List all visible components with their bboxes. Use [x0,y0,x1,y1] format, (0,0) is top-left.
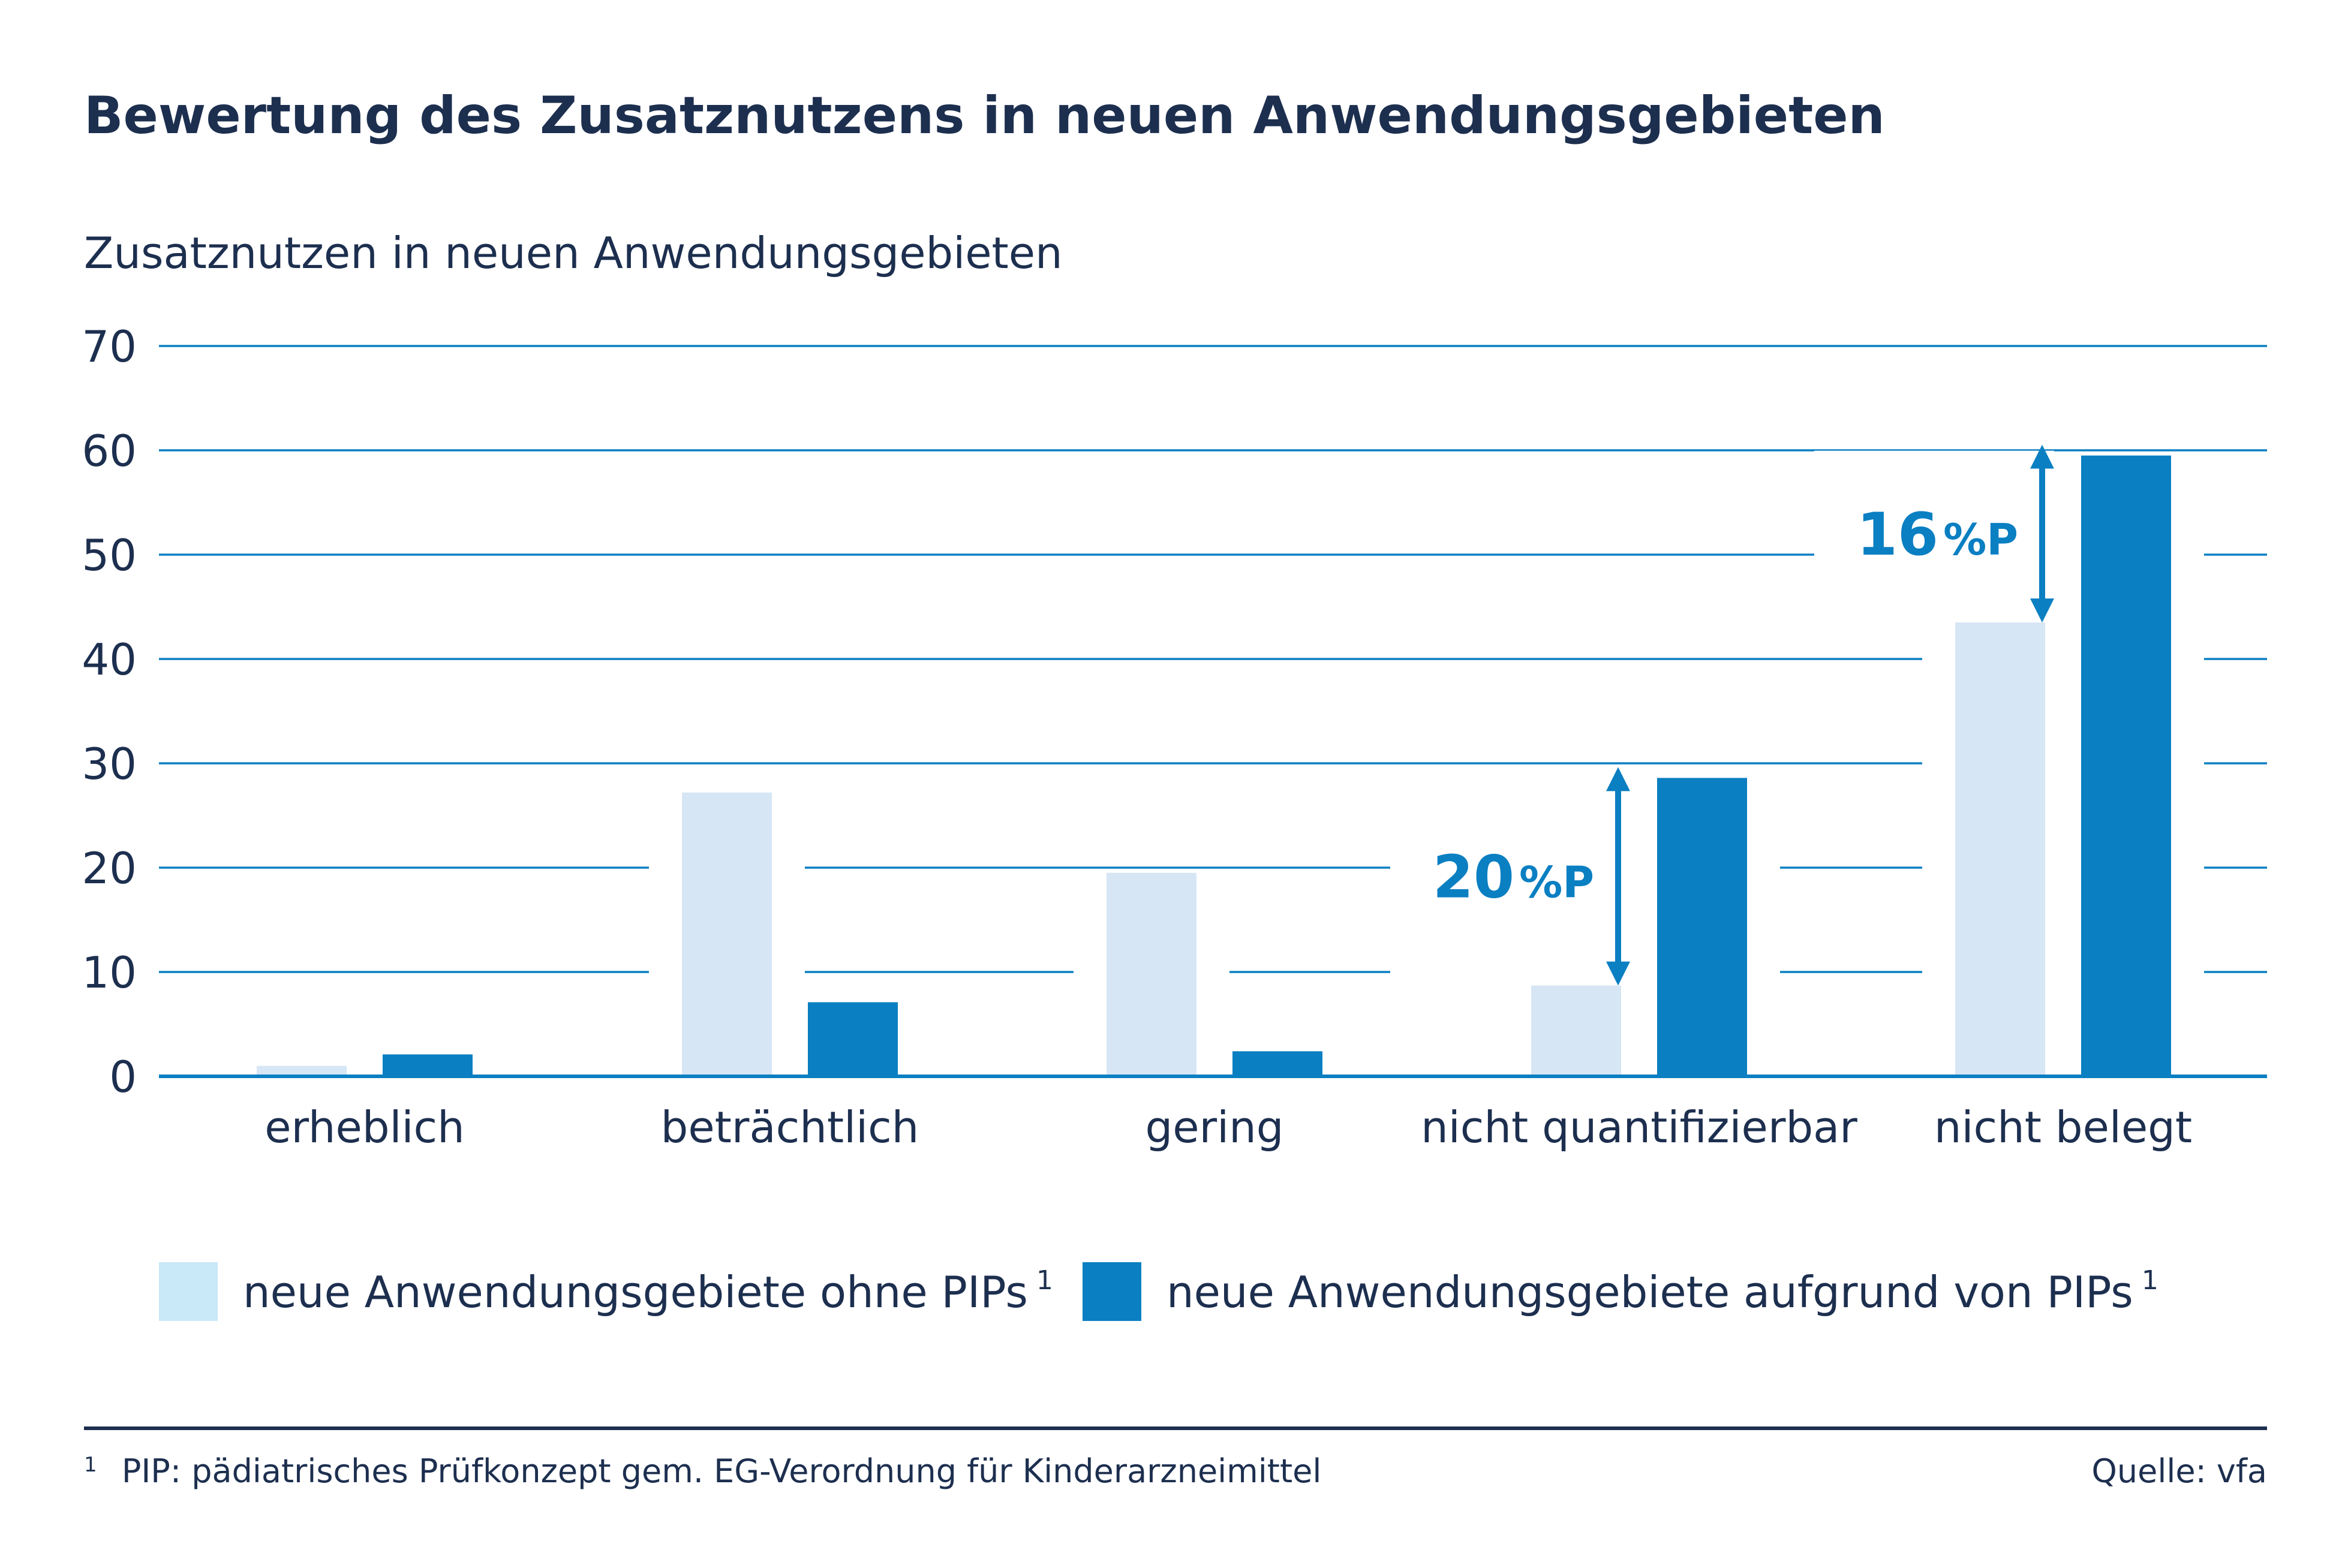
bar [808,1002,898,1076]
difference-unit: %P [1519,857,1594,907]
y-tick-label: 50 [82,530,137,580]
legend-superscript: 1 [1036,1265,1053,1296]
source-note: Quelle: vfa [2091,1452,2267,1490]
difference-unit: %P [1943,514,2018,565]
legend-label: neue Anwendungsgebiete ohne PIPs 1 [243,1265,1053,1317]
legend: neue Anwendungsgebiete ohne PIPs 1 neue An… [159,1262,2158,1321]
bar [1232,1051,1322,1076]
bars [159,455,2267,1078]
x-category-label: gering [1146,1102,1284,1152]
bar [682,792,772,1076]
annotation-background [1814,450,2054,617]
y-axis-ticks: 0 10 20 30 40 50 60 70 [82,321,137,1102]
footnote-text: PIP: pädiatrisches Prüfkonzept gem. EG-V… [122,1452,1322,1490]
bar [2081,455,2171,1077]
difference-label: 20 %P [1433,843,1594,911]
chart-title: Bewertung des Zusatznutzens in neuen Anw… [84,86,1885,146]
x-axis-categories: erheblich beträchtlich gering nicht quantif… [264,1102,2192,1152]
legend-label: neue Anwendungsgebiete aufgrund von PIPs… [1167,1265,2158,1317]
legend-series-name: neue Anwendungsgebiete ohne PIPs [243,1267,1028,1317]
legend-series-name: neue Anwendungsgebiete aufgrund von PIPs [1167,1267,2133,1317]
y-tick-label: 70 [82,321,137,372]
bar [1657,778,1747,1076]
y-tick-label: 20 [82,843,137,893]
bar [383,1054,473,1076]
bar [1107,872,1196,1076]
bar [257,1066,347,1076]
footnote: 1 PIP: pädiatrisches Prüfkonzept gem. EG… [84,1441,1321,1490]
annotation-background [1390,773,1630,980]
gridlines [159,345,2267,973]
footnote-marker: 1 [84,1453,97,1477]
difference-label: 16 %P [1857,501,2018,569]
y-tick-label: 0 [109,1052,137,1102]
bar [1531,985,1621,1076]
difference-annotations: 20 %P16 %P [1390,444,2054,986]
legend-superscript: 1 [2142,1265,2158,1296]
y-tick-label: 30 [82,739,137,789]
difference-value: 16 [1857,501,1938,569]
x-category-label: nicht quantifizierbar [1421,1102,1857,1152]
x-category-label: beträchtlich [661,1102,919,1152]
legend-swatch [159,1262,218,1321]
y-tick-label: 60 [82,426,137,476]
y-tick-label: 10 [82,947,137,998]
difference-value: 20 [1433,843,1514,911]
y-axis-label: Zusatznutzen in neuen Anwendungsgebieten [84,228,1063,278]
legend-swatch [1083,1262,1141,1321]
bar [1955,622,2045,1076]
x-category-label: erheblich [264,1102,465,1152]
y-tick-label: 40 [82,634,137,685]
x-category-label: nicht belegt [1934,1102,2192,1152]
